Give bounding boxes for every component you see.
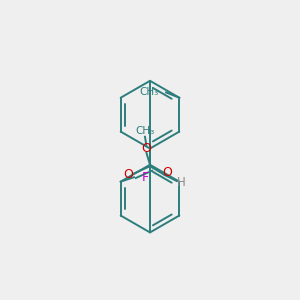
Text: CH₃: CH₃ <box>140 87 159 97</box>
Text: O: O <box>124 168 134 181</box>
Text: F: F <box>141 171 148 184</box>
Text: O: O <box>142 142 152 155</box>
Text: O: O <box>162 166 172 179</box>
Text: H: H <box>177 176 186 189</box>
Text: CH₃: CH₃ <box>135 126 154 136</box>
